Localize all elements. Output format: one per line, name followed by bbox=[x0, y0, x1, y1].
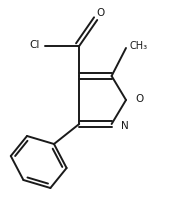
Text: Cl: Cl bbox=[29, 40, 40, 50]
Text: CH₃: CH₃ bbox=[130, 41, 148, 51]
Text: O: O bbox=[135, 94, 143, 104]
Text: O: O bbox=[97, 8, 105, 18]
Text: N: N bbox=[121, 121, 128, 131]
